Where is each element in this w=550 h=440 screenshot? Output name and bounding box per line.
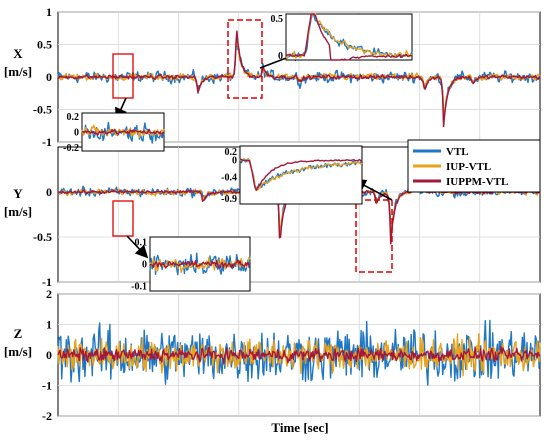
- legend-label-iup-vtl: IUP-VTL: [446, 161, 491, 173]
- inset-x-noise-ytick-0: 0.2: [67, 112, 80, 123]
- inset-y-noise-series-iuppm-vtl: [149, 259, 251, 269]
- inset-y-dip-series-iup-vtl: [239, 158, 363, 191]
- panel-z-ylabel-unit: [m/s]: [4, 344, 32, 359]
- inset-y-dip-ticks: 0.20 -0.4 -0.9: [221, 147, 237, 205]
- panel-z-ytick-2: 0: [46, 348, 52, 362]
- inset-y-noise-ticks: 0.1 0 -0.1: [131, 238, 147, 293]
- panel-x-yticks: 1 0.5 0 -0.5 -1: [33, 5, 52, 149]
- panel-x-ylabel-unit: [m/s]: [4, 64, 32, 79]
- panel-x-ytick-2: 0: [46, 70, 52, 84]
- panel-y-ytick-0: 0: [46, 185, 52, 199]
- inset-x-noise-series-iuppm-vtl: [81, 128, 165, 136]
- panel-x-ytick-3: -0.5: [33, 103, 52, 117]
- x-axis-label: Time [sec]: [271, 420, 328, 435]
- inset-y-dip-ytick-1: 0: [232, 156, 237, 167]
- inset-x-spike-ticks: 0.50: [271, 14, 284, 62]
- inset-y-dip-ytick-0: 0.2: [225, 147, 238, 158]
- inset-x-spike-series: [285, 13, 413, 61]
- panel-x-ytick-1: 0.5: [37, 38, 52, 52]
- panel-x-ylabel: X: [13, 46, 23, 61]
- panel-z-ytick-3: -1: [42, 379, 52, 393]
- inset-x-spike-series-iuppm-vtl: [285, 13, 413, 61]
- panel-x-ytick-0: 1: [46, 5, 52, 19]
- panel-z-ytick-4: -2: [42, 409, 52, 423]
- inset-x-noise-ytick-2: -0.2: [63, 143, 79, 154]
- highlight-box-y-dip: [355, 199, 393, 273]
- panel-x-series: [57, 30, 541, 128]
- panel-z-ytick-1: 1: [46, 318, 52, 332]
- inset-x-spike-ytick-1: 0: [278, 51, 283, 62]
- panel-x-ytick-4: -1: [42, 135, 52, 149]
- inset-y-dip-series: [239, 157, 363, 192]
- highlight-box-x-spike: [227, 19, 263, 99]
- panel-y-yticks: 0 -0.5 -1: [33, 185, 52, 289]
- panel-y-ylabel-unit: [m/s]: [4, 204, 32, 219]
- inset-y-dip-series-iuppm-vtl: [239, 158, 363, 192]
- panel-z: 2 1 0 -1 -2 Z [m/s]: [4, 287, 541, 423]
- panel-x-series-iuppm-vtl: [57, 30, 541, 128]
- highlight-box-x-noise: [112, 53, 134, 99]
- inset-x-noise-series: [81, 121, 165, 144]
- inset-y-dip-ytick-2: -0.4: [221, 173, 237, 184]
- panel-z-ytick-0: 2: [46, 287, 52, 301]
- inset-y-noise-series: [149, 252, 251, 276]
- inset-y-dip-ytick-3: -0.9: [221, 194, 237, 205]
- legend: VTL IUP-VTL IUPPM-VTL: [407, 139, 541, 193]
- legend-label-vtl: VTL: [446, 146, 469, 158]
- panel-z-yticks: 2 1 0 -1 -2: [42, 287, 52, 423]
- panel-y-ytick-2: -1: [42, 275, 52, 289]
- inset-y-noise: 0.1 0 -0.1: [131, 236, 251, 293]
- panel-z-ylabel: Z: [14, 326, 23, 341]
- panel-z-series-iuppm-vtl: [57, 346, 541, 365]
- highlight-box-y-noise: [112, 200, 134, 237]
- arrow-y-noise: [126, 235, 149, 259]
- inset-y-noise-ytick-1: 0: [142, 260, 147, 271]
- inset-x-noise-ytick-1: 0: [74, 128, 79, 139]
- inset-x-noise: 0.2 0 -0.2: [63, 112, 165, 154]
- panel-y-ytick-1: -0.5: [33, 230, 52, 244]
- inset-y-dip-frame: [239, 145, 363, 205]
- inset-y-noise-ytick-2: -0.1: [131, 281, 147, 292]
- inset-y-noise-ytick-0: 0.1: [135, 238, 148, 249]
- inset-y-dip: 0.20 -0.4 -0.9: [221, 145, 363, 205]
- inset-x-spike-ytick-0: 0.5: [271, 14, 284, 25]
- panel-y-ylabel: Y: [13, 186, 23, 201]
- panel-z-series: [57, 319, 541, 386]
- inset-x-noise-ticks: 0.2 0 -0.2: [63, 112, 79, 154]
- panel-x-series-vtl: [57, 35, 541, 122]
- inset-x-spike: 0.50: [271, 13, 413, 62]
- legend-label-iuppm-vtl: IUPPM-VTL: [446, 176, 508, 188]
